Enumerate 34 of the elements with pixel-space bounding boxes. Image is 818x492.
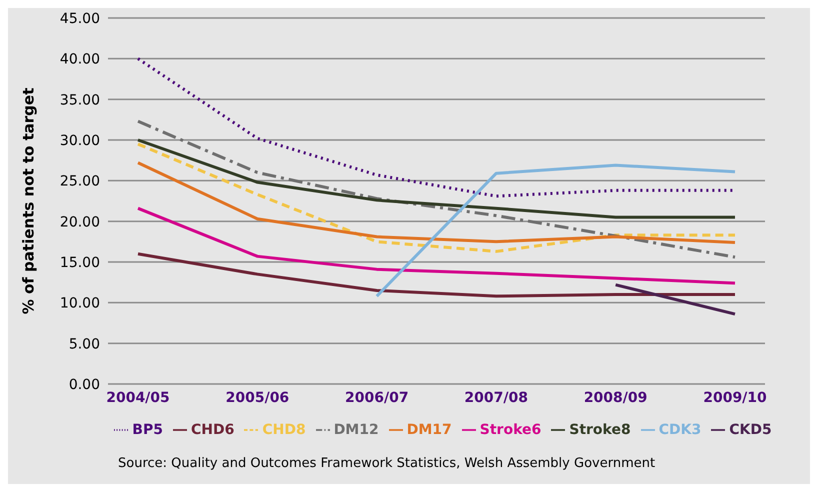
legend-label: BP5 bbox=[132, 422, 163, 438]
legend-label: Stroke6 bbox=[480, 422, 542, 438]
line-series bbox=[136, 161, 736, 244]
line-series bbox=[136, 142, 736, 253]
y-tick-label: 5.00 bbox=[68, 336, 100, 352]
source-note: Source: Quality and Outcomes Framework Statistics, Welsh Assembly Government bbox=[118, 456, 656, 471]
y-tick-label: 25.00 bbox=[60, 174, 100, 190]
legend-label: DM17 bbox=[406, 422, 452, 438]
x-tick-label: 2006/07 bbox=[345, 390, 409, 406]
x-tick-label: 2004/05 bbox=[106, 390, 170, 406]
legend-label: CHD8 bbox=[262, 422, 306, 438]
x-tick-label: 2008/09 bbox=[584, 390, 648, 406]
legend-label: CHD6 bbox=[190, 422, 234, 438]
line-series bbox=[375, 164, 736, 298]
x-tick-label: 2005/06 bbox=[226, 390, 290, 406]
legend-label: CDK3 bbox=[658, 422, 702, 438]
y-tick-label: 0.00 bbox=[68, 376, 100, 393]
y-tick-label: 10.00 bbox=[60, 296, 100, 312]
y-tick-label: 20.00 bbox=[60, 214, 100, 230]
line-series bbox=[136, 120, 736, 259]
line-series bbox=[136, 206, 736, 285]
y-tick-label: 35.00 bbox=[60, 92, 100, 108]
legend-label: Stroke8 bbox=[569, 422, 631, 438]
y-tick-label: 45.00 bbox=[60, 10, 100, 27]
x-tick-label: 2007/08 bbox=[464, 390, 528, 406]
y-axis-title: % of patients not to target bbox=[19, 88, 38, 314]
x-tick-label: 2009/10 bbox=[703, 390, 768, 406]
line-series bbox=[136, 138, 736, 219]
legend-label: DM12 bbox=[334, 422, 379, 438]
line-series bbox=[136, 252, 736, 298]
y-tick-label: 30.00 bbox=[60, 132, 100, 149]
y-tick-label: 40.00 bbox=[60, 52, 100, 68]
legend-label: CKD5 bbox=[729, 422, 772, 438]
y-tick-label: 15.00 bbox=[60, 254, 100, 271]
